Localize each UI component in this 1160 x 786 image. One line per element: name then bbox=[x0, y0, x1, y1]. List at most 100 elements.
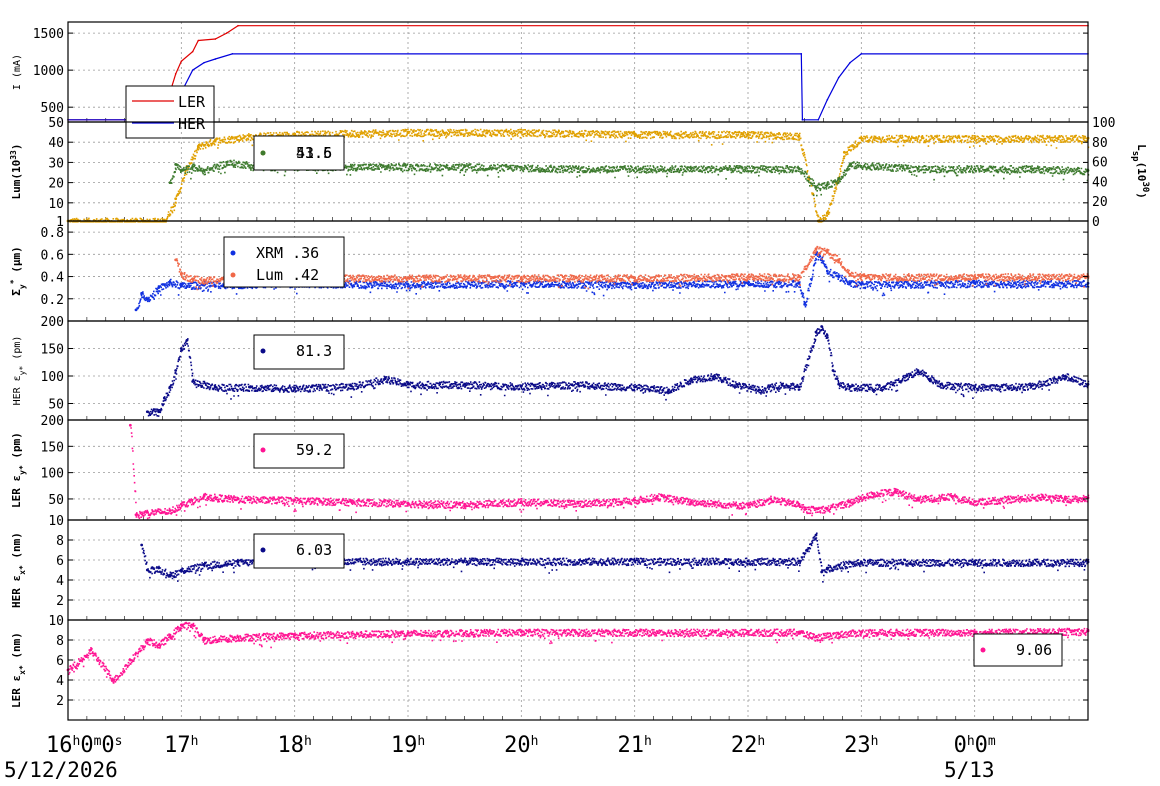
legend-swatch bbox=[230, 272, 236, 278]
legend-swatch bbox=[260, 348, 266, 354]
legend-box bbox=[223, 236, 345, 288]
y2-tick-label: 60 bbox=[1092, 156, 1108, 171]
series-luminosity-1 bbox=[168, 159, 1090, 197]
data-point bbox=[197, 39, 200, 42]
legend-label: Lum .42 bbox=[256, 266, 319, 284]
legend: 9.06 bbox=[973, 633, 1063, 667]
data-point bbox=[174, 73, 177, 75]
y2-tick-label: 0 bbox=[1092, 215, 1100, 230]
scatter-cloud bbox=[170, 159, 1090, 197]
gridlines bbox=[68, 620, 1088, 720]
legend-label: 43.5 bbox=[296, 144, 332, 162]
data-point bbox=[800, 53, 803, 55]
legend-swatch bbox=[260, 150, 266, 156]
y-tick-label: 10 bbox=[48, 197, 64, 212]
data-point bbox=[231, 53, 234, 55]
gridlines bbox=[68, 22, 1088, 122]
data-point bbox=[825, 269, 829, 273]
panel-current: 500 1000 1500 I (mA) LER HER bbox=[12, 21, 1089, 139]
series-line bbox=[68, 53, 1088, 121]
y2-tick-label: 40 bbox=[1092, 175, 1108, 190]
panel-her_emit_x: 2 4 6 8 HER εx* (nm) 6.03 bbox=[10, 519, 1090, 621]
x-tick-label: 19h bbox=[391, 733, 425, 758]
series-current-0 bbox=[67, 24, 1089, 121]
gridlines bbox=[68, 420, 1088, 520]
y-tick-label: 200 bbox=[41, 315, 64, 330]
y-axis-label: LER εx* (nm) bbox=[10, 632, 27, 708]
data-point bbox=[237, 24, 239, 27]
y-axis-label: HER εx* (nm) bbox=[10, 532, 27, 608]
x-tick-label: 16h0m0s bbox=[46, 733, 122, 758]
legend: XRM .36 Lum .42 bbox=[223, 236, 345, 288]
data-point bbox=[1029, 167, 1033, 170]
data-point bbox=[140, 543, 144, 547]
series-current-1 bbox=[67, 53, 1089, 121]
data-point bbox=[174, 197, 178, 201]
x-tick-label: 18h bbox=[278, 733, 312, 758]
data-point bbox=[214, 38, 217, 40]
y-tick-label: 4 bbox=[56, 574, 64, 589]
y-axis-label: Lum(1033) bbox=[9, 143, 24, 199]
series-ler_emit_x-0 bbox=[66, 621, 1090, 684]
data-point bbox=[837, 76, 840, 79]
x-tick-label: 23h bbox=[844, 733, 878, 758]
y-tick-label: 1 bbox=[56, 215, 64, 230]
legend-swatch bbox=[260, 447, 266, 453]
y-tick-label: 30 bbox=[48, 156, 64, 171]
data-point bbox=[225, 32, 228, 34]
y-tick-label: 100 bbox=[41, 370, 64, 385]
legend-swatch bbox=[980, 647, 986, 653]
y-tick-label: 1500 bbox=[33, 27, 64, 42]
y-axis-label: HER εy* (pm) bbox=[12, 336, 27, 406]
series-her_emit_y-0 bbox=[145, 325, 1090, 417]
y-tick-label: 500 bbox=[41, 101, 64, 116]
y-tick-label: 6 bbox=[56, 654, 64, 669]
data-point bbox=[191, 50, 194, 53]
series-line bbox=[68, 25, 1088, 121]
panel-luminosity: 1 10 20 30 40 50 Lum(1033) 0 20 40 60 80 100 Lsp(1030… bbox=[9, 116, 1151, 230]
data-point bbox=[801, 118, 804, 121]
y-tick-label: 40 bbox=[48, 136, 64, 151]
y-tick-label: 10 bbox=[48, 614, 64, 629]
data-point bbox=[826, 98, 829, 101]
legend-box bbox=[253, 135, 345, 171]
legend-box bbox=[973, 633, 1063, 667]
scatter-cloud bbox=[68, 621, 1090, 684]
y-tick-label: 150 bbox=[41, 440, 64, 455]
x-tick-label: 22h bbox=[731, 733, 765, 758]
y2-tick-label: 20 bbox=[1092, 195, 1108, 210]
legend: 59.2 bbox=[253, 433, 345, 469]
legend-label: 59.2 bbox=[296, 441, 332, 459]
legend-label: 9.06 bbox=[1016, 641, 1052, 659]
legend-box bbox=[253, 334, 345, 370]
y-tick-label: 0.4 bbox=[41, 271, 65, 286]
legend: 6.03 bbox=[253, 533, 345, 569]
panel-ler_emit_x: 2 4 6 8 10 LER εx* (nm) 9.06 bbox=[10, 614, 1090, 721]
panel-frame bbox=[67, 220, 1089, 322]
gridlines bbox=[68, 321, 1088, 420]
data-point bbox=[814, 533, 818, 537]
x-tick-label: 20h bbox=[504, 733, 538, 758]
legend: 81.3 bbox=[253, 334, 345, 370]
x-tick-label: 0h0m bbox=[954, 733, 996, 758]
y-tick-label: 2 bbox=[56, 694, 64, 709]
y-tick-label: 50 bbox=[48, 493, 64, 508]
series-ler_emit_y-0 bbox=[128, 423, 1090, 520]
x-tick-label: 17h bbox=[164, 733, 198, 758]
legend-box bbox=[253, 433, 345, 469]
legend: 51.643.5 bbox=[253, 135, 345, 171]
legend-swatch bbox=[260, 547, 266, 553]
y-tick-label: 0.8 bbox=[41, 226, 64, 241]
y2-tick-label: 80 bbox=[1092, 136, 1108, 151]
legend-box bbox=[125, 85, 215, 139]
data-point bbox=[349, 384, 353, 388]
data-point bbox=[180, 60, 183, 63]
y-tick-label: 50 bbox=[48, 116, 64, 131]
data-point bbox=[817, 118, 820, 121]
y-tick-label: 0.2 bbox=[41, 293, 64, 308]
x-tick-label: 21h bbox=[618, 733, 652, 758]
data-point bbox=[406, 282, 410, 286]
scatter-cloud bbox=[68, 128, 1090, 223]
